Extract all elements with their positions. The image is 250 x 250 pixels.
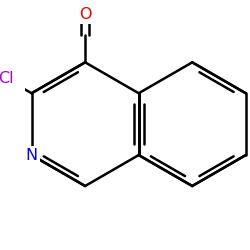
Text: O: O: [79, 6, 92, 22]
Text: Cl: Cl: [0, 71, 14, 86]
Text: N: N: [26, 148, 38, 162]
